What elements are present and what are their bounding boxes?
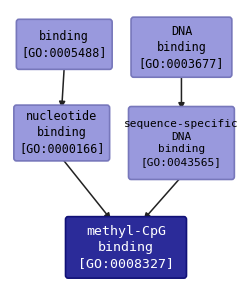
FancyBboxPatch shape: [16, 19, 112, 69]
FancyBboxPatch shape: [14, 105, 110, 161]
FancyBboxPatch shape: [66, 217, 186, 278]
Text: nucleotide
binding
[GO:0000166]: nucleotide binding [GO:0000166]: [19, 110, 105, 156]
FancyBboxPatch shape: [129, 107, 234, 180]
Text: methyl-CpG
binding
[GO:0008327]: methyl-CpG binding [GO:0008327]: [78, 225, 174, 270]
Text: sequence-specific
DNA
binding
[GO:0043565]: sequence-specific DNA binding [GO:004356…: [124, 119, 239, 167]
Text: DNA
binding
[GO:0003677]: DNA binding [GO:0003677]: [139, 25, 224, 70]
Text: binding
[GO:0005488]: binding [GO:0005488]: [21, 30, 107, 59]
FancyBboxPatch shape: [131, 17, 232, 77]
